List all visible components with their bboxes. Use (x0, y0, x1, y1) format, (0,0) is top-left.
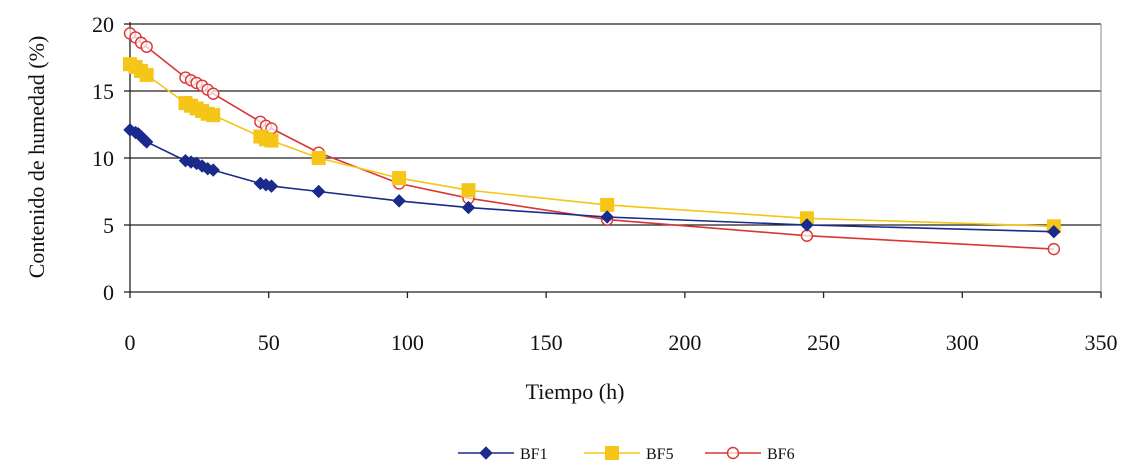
data-point-bf1 (1047, 224, 1061, 239)
legend-label: BF1 (520, 446, 548, 463)
y-axis-label: Contenido de humedad (%) (24, 36, 49, 279)
data-point-bf1 (600, 210, 614, 224)
legend-item-bf1: BF1 (458, 446, 548, 463)
axes (124, 22, 1102, 298)
x-tick-label: 250 (807, 330, 840, 355)
series-bf1 (123, 123, 1061, 239)
data-point-bf5 (264, 133, 279, 148)
data-point-bf1 (206, 163, 220, 177)
data-point-bf6 (800, 229, 814, 242)
data-point-bf1 (800, 218, 814, 232)
legend-item-bf5: BF5 (584, 446, 674, 463)
legend-item-bf6: BF6 (705, 446, 795, 463)
data-point-bf5 (600, 197, 615, 212)
data-point-bf1 (461, 200, 476, 215)
x-tick-label: 0 (125, 330, 136, 355)
series-group (123, 27, 1061, 256)
data-point-bf5 (206, 108, 221, 123)
x-tick-label: 50 (258, 330, 280, 355)
series-bf5 (123, 57, 1061, 234)
x-tick-label: 150 (530, 330, 563, 355)
y-tick-label: 15 (92, 79, 114, 104)
y-tick-label: 0 (103, 280, 114, 305)
data-point-bf1 (264, 179, 279, 193)
x-tick-label: 300 (946, 330, 979, 355)
data-point-bf5 (461, 183, 476, 198)
data-point-bf1 (392, 194, 406, 208)
data-point-bf6 (1047, 242, 1061, 256)
x-tick-label: 100 (391, 330, 424, 355)
legend: BF1 BF5 BF6 (458, 446, 795, 463)
data-point-bf6 (140, 40, 153, 53)
legend-label: BF5 (646, 446, 674, 463)
legend-marker (726, 446, 740, 460)
data-point-bf1 (311, 184, 326, 199)
data-point-bf5 (311, 151, 326, 165)
grid-lines (130, 23, 1102, 292)
x-axis-label: Tiempo (h) (526, 379, 625, 404)
y-tick-label: 20 (92, 12, 114, 37)
data-point-bf1 (139, 135, 154, 149)
legend-label: BF6 (767, 446, 795, 463)
x-tick-label: 200 (668, 330, 701, 355)
legend-marker (605, 446, 619, 460)
legend-marker (479, 446, 493, 460)
data-point-bf6 (207, 87, 220, 100)
y-tick-label: 10 (92, 146, 114, 171)
data-point-bf5 (139, 67, 154, 82)
data-point-bf5 (392, 171, 407, 186)
x-tick-label: 350 (1085, 330, 1118, 355)
y-tick-label: 5 (103, 213, 114, 238)
